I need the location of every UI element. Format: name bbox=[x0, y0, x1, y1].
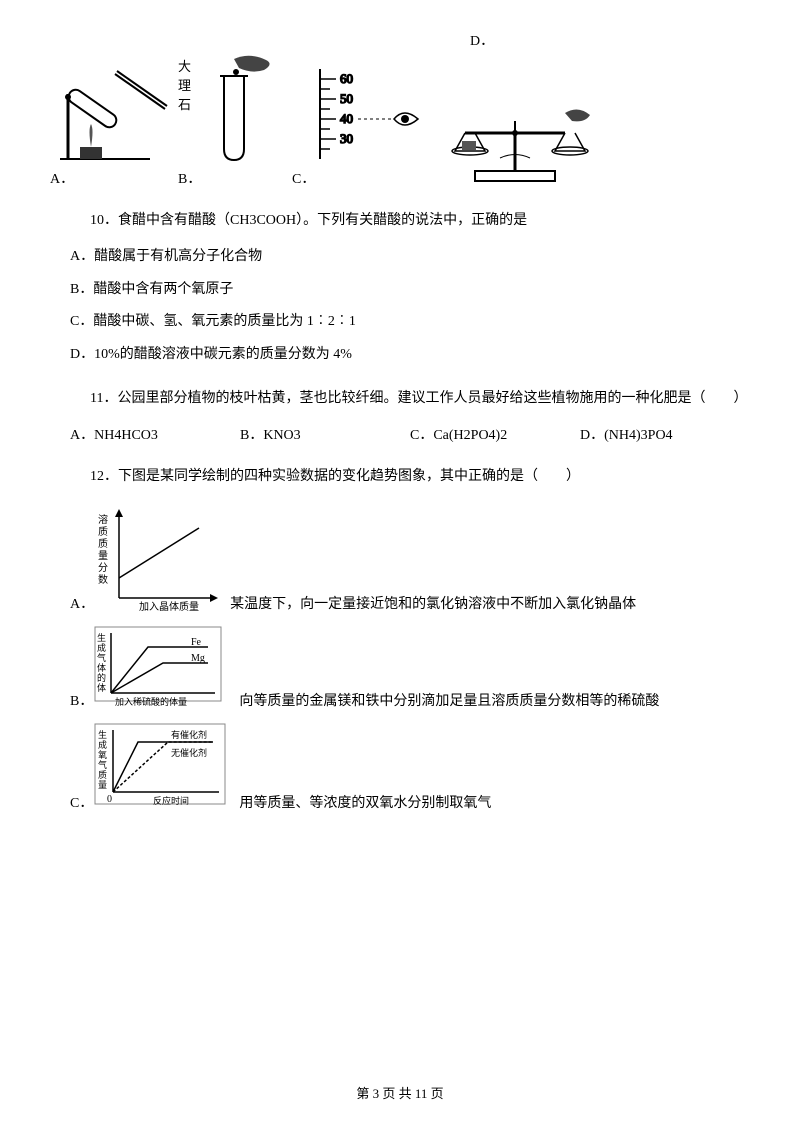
apparatus-a-image bbox=[50, 69, 170, 164]
marble-text-3: 石 bbox=[178, 94, 191, 113]
svg-text:生: 生 bbox=[97, 632, 106, 643]
svg-text:0: 0 bbox=[107, 794, 112, 805]
svg-text:质: 质 bbox=[98, 526, 108, 538]
svg-text:成: 成 bbox=[98, 739, 107, 750]
q12-c-text: 用等质量、等浓度的双氧水分别制取氧气 bbox=[239, 792, 491, 812]
q11-options: A．NH4HCO3 B．KNO3 C．Ca(H2PO4)2 D．(NH4)3PO… bbox=[70, 424, 750, 444]
svg-text:生: 生 bbox=[98, 729, 107, 740]
marble-text-2: 理 bbox=[178, 75, 191, 94]
q10-stem: 10．食醋中含有醋酸（CH3COOH）。下列有关醋酸的说法中，正确的是 bbox=[90, 210, 750, 232]
chart-a-ylabel: 溶 bbox=[98, 513, 108, 526]
apparatus-d bbox=[430, 93, 600, 188]
svg-text:量: 量 bbox=[98, 780, 107, 790]
q10-a: A．醋酸属于有机高分子化合物 bbox=[70, 246, 750, 268]
svg-text:体: 体 bbox=[97, 662, 106, 673]
q11-b: B．KNO3 bbox=[240, 424, 410, 444]
svg-text:有催化剂: 有催化剂 bbox=[171, 729, 207, 740]
svg-text:分: 分 bbox=[98, 562, 108, 574]
q11-stem: 11．公园里部分植物的枝叶枯黄，茎也比较纤细。建议工作人员最好给这些植物施用的一… bbox=[90, 388, 750, 410]
page-footer: 第 3 页 共 11 页 bbox=[0, 1083, 800, 1102]
marble-label-block: 大 理 石 bbox=[178, 56, 191, 113]
q12-a-row: A． 溶 质 质 量 分 数 加入晶体质量 某温度下，向一定量接近饱和的氯化钠溶… bbox=[70, 503, 750, 613]
svg-text:反应时间: 反应时间 bbox=[153, 795, 189, 806]
option-d-label-top: D． bbox=[470, 30, 750, 50]
q12-b-row: B． Fe Mg 生 成 气 体 的 体 加入稀硫酸的体量 向等质量的金属镁和铁… bbox=[70, 625, 750, 710]
apparatus-row: A． 大 理 石 B． 60 50 bbox=[50, 54, 750, 188]
q12-chart-a: 溶 质 质 量 分 数 加入晶体质量 bbox=[94, 503, 224, 613]
svg-text:40: 40 bbox=[340, 111, 353, 126]
q12-c-prefix: C． bbox=[70, 792, 93, 812]
svg-text:30: 30 bbox=[340, 131, 353, 146]
svg-text:质: 质 bbox=[98, 769, 107, 780]
q11-a: A．NH4HCO3 bbox=[70, 424, 240, 444]
apparatus-c: 60 50 40 30 C． bbox=[292, 64, 422, 188]
svg-text:Fe: Fe bbox=[191, 637, 202, 648]
q11-c: C．Ca(H2PO4)2 bbox=[410, 424, 580, 444]
q10-d: D．10%的醋酸溶液中碳元素的质量分数为 4% bbox=[70, 344, 750, 366]
apparatus-d-image bbox=[430, 93, 600, 188]
q12-a-prefix: A． bbox=[70, 593, 94, 613]
q12-a-text: 某温度下，向一定量接近饱和的氯化钠溶液中不断加入氯化钠晶体 bbox=[230, 593, 636, 613]
q12-stem: 12．下图是某同学绘制的四种实验数据的变化趋势图象，其中正确的是（ ） bbox=[90, 466, 750, 488]
svg-text:Mg: Mg bbox=[191, 653, 205, 664]
apparatus-b-image: 大 理 石 bbox=[178, 54, 284, 164]
svg-text:50: 50 bbox=[340, 91, 353, 106]
svg-text:气: 气 bbox=[97, 652, 106, 663]
option-b-label: B． bbox=[178, 168, 201, 188]
svg-text:成: 成 bbox=[97, 642, 106, 653]
q12-b-text: 向等质量的金属镁和铁中分别滴加足量且溶质质量分数相等的稀硫酸 bbox=[239, 690, 659, 710]
apparatus-b: 大 理 石 B． bbox=[178, 54, 284, 188]
q12-b-prefix: B． bbox=[70, 690, 93, 710]
apparatus-c-image: 60 50 40 30 bbox=[292, 64, 422, 164]
marble-text-1: 大 bbox=[178, 56, 191, 75]
q12-chart-b: Fe Mg 生 成 气 体 的 体 加入稀硫酸的体量 bbox=[93, 625, 233, 710]
apparatus-a: A． bbox=[50, 69, 170, 188]
svg-text:无催化剂: 无催化剂 bbox=[171, 747, 207, 758]
q11-d: D．(NH4)3PO4 bbox=[580, 424, 750, 444]
q10-c: C．醋酸中碳、氢、氧元素的质量比为 1︰2︰1 bbox=[70, 311, 750, 333]
svg-text:氧: 氧 bbox=[98, 749, 107, 760]
svg-text:气: 气 bbox=[98, 759, 107, 770]
svg-text:的: 的 bbox=[97, 672, 106, 683]
svg-text:加入晶体质量: 加入晶体质量 bbox=[139, 601, 199, 613]
svg-text:质: 质 bbox=[98, 538, 108, 550]
svg-text:60: 60 bbox=[340, 71, 353, 86]
q10-b: B．醋酸中含有两个氧原子 bbox=[70, 279, 750, 301]
q12-chart-c: 有催化剂 无催化剂 0 反应时间 生 成 氧 气 质 量 bbox=[93, 722, 233, 812]
svg-text:量: 量 bbox=[98, 550, 108, 562]
option-a-label: A． bbox=[50, 168, 74, 188]
q12-c-row: C． 有催化剂 无催化剂 0 反应时间 生 成 氧 气 质 量 用等质量、等浓度… bbox=[70, 722, 750, 812]
option-c-label: C． bbox=[292, 168, 315, 188]
svg-text:体: 体 bbox=[97, 682, 106, 693]
svg-text:数: 数 bbox=[98, 573, 108, 586]
svg-text:加入稀硫酸的体量: 加入稀硫酸的体量 bbox=[115, 696, 187, 707]
